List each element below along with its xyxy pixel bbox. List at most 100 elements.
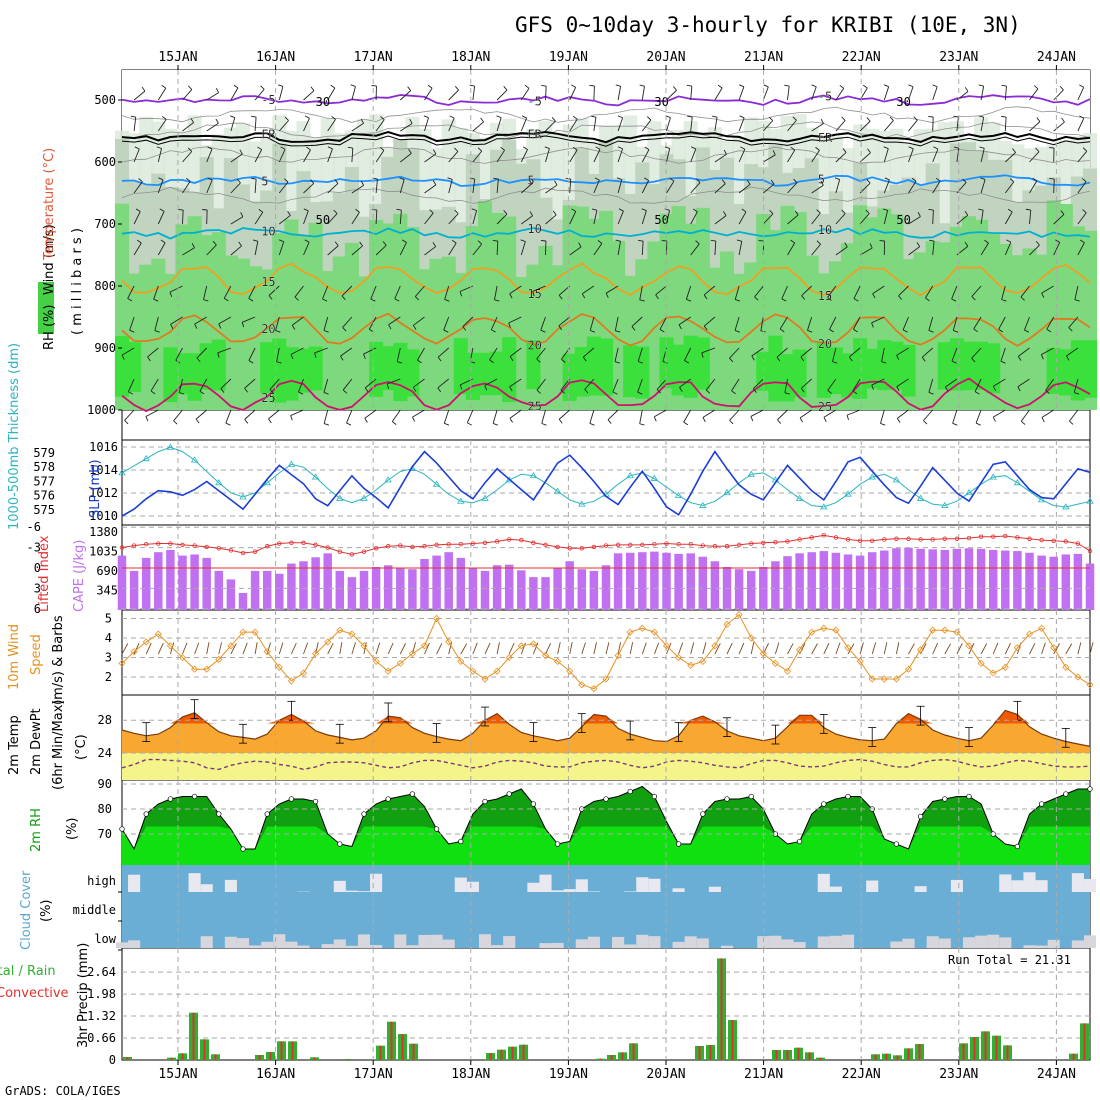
wind-barb-flag xyxy=(509,386,513,392)
wind-barb xyxy=(545,120,556,132)
wind-barb xyxy=(1029,88,1039,101)
contour-label: 20 xyxy=(527,339,541,353)
chart-title: GFS 0~10day 3-hourly for KRIBI (10E, 3N) xyxy=(515,13,1021,37)
wind-barb-flag xyxy=(695,240,700,245)
rh-point xyxy=(627,788,633,795)
wind-barb-flag xyxy=(816,240,821,245)
wind-barb xyxy=(738,241,743,256)
wind-barb xyxy=(496,240,499,256)
wind-barb-flag xyxy=(1009,178,1015,183)
wind-barb-flag xyxy=(902,329,908,333)
wind-barb-flag xyxy=(1035,241,1040,246)
cape-bar xyxy=(807,552,816,610)
wind-contour-label: 30 xyxy=(896,95,910,109)
wind-barb xyxy=(1053,121,1065,132)
wind-barb-flag xyxy=(781,298,787,302)
wind-barb-flag xyxy=(215,118,219,124)
rh-shade xyxy=(768,335,783,402)
cloud-low xyxy=(430,934,443,948)
wind10m-barb xyxy=(569,642,573,655)
thickness-point xyxy=(529,471,538,479)
wind-barb xyxy=(225,409,232,424)
contour-label: 20 xyxy=(261,322,275,336)
wind-barb-flag xyxy=(591,115,597,118)
cape-bar xyxy=(129,570,139,610)
wind10m-barb xyxy=(956,643,963,655)
rh-shade xyxy=(260,342,275,394)
wind-barb xyxy=(206,92,219,101)
wind-barb xyxy=(811,150,820,163)
wind10m-barb xyxy=(436,643,443,655)
cape-bar xyxy=(335,570,345,610)
slp-tick-label: 1016 xyxy=(89,440,118,454)
wind-barb xyxy=(883,148,889,163)
wind-barb-flag xyxy=(712,115,718,118)
wind-barb xyxy=(799,409,812,419)
wind10m-point xyxy=(989,669,997,677)
wind-barb-flag xyxy=(409,118,413,124)
wind-barb xyxy=(448,179,453,194)
wind-barb-flag xyxy=(1001,84,1007,87)
wind-barb xyxy=(980,148,985,163)
lifted-point xyxy=(676,542,681,547)
wind-barb-flag xyxy=(327,146,333,150)
wind-barb-flag xyxy=(841,209,846,214)
wind-barb xyxy=(641,240,644,256)
wind-barb-flag xyxy=(953,115,959,118)
wind-barb-flag xyxy=(844,242,848,248)
wind-barb-flag xyxy=(710,239,716,242)
wind-barb xyxy=(496,213,508,225)
wind-barb xyxy=(980,179,986,194)
rh-shade xyxy=(1034,254,1049,410)
wind-barb-flag xyxy=(240,212,244,217)
lifted-point xyxy=(736,542,742,548)
rh-point xyxy=(1087,786,1093,792)
wind-barb-flag xyxy=(346,422,352,426)
wind-barb-flag xyxy=(379,146,385,151)
rh-fill-light xyxy=(122,826,1090,865)
wind-barb-flag xyxy=(615,84,621,87)
rh-shade xyxy=(369,341,384,397)
wind-barb xyxy=(714,240,717,256)
wind-barb-flag xyxy=(590,330,596,333)
wind-barb xyxy=(1077,212,1087,225)
wind-barb xyxy=(327,119,336,132)
wind-barb xyxy=(399,242,407,256)
wind-barb-flag xyxy=(134,146,140,150)
cape-bar xyxy=(287,563,296,610)
wind-barb-flag xyxy=(330,84,336,89)
wind-barb-flag xyxy=(794,210,799,216)
thickness-point xyxy=(820,503,828,510)
wind-barb xyxy=(521,215,533,225)
date-label-bottom: 24JAN xyxy=(1037,1067,1076,1082)
wind-barb xyxy=(157,119,167,132)
wind-barb xyxy=(254,149,263,163)
wind-barb-flag xyxy=(130,115,136,118)
rh-shade xyxy=(635,346,650,399)
wind-barb-flag xyxy=(659,329,665,333)
wind-barb-flag xyxy=(974,391,980,395)
wind-barb xyxy=(303,210,309,225)
wind-barb-flag xyxy=(212,240,217,246)
thickness-point xyxy=(360,494,368,501)
cape-bar xyxy=(638,552,647,610)
cape-bar xyxy=(456,557,466,610)
wind-barb xyxy=(751,347,764,357)
wind-barb xyxy=(881,347,885,362)
cape-bar xyxy=(601,565,611,610)
rh-point xyxy=(506,791,512,797)
wind-barb-flag xyxy=(145,416,149,422)
wind-barb xyxy=(509,409,522,419)
cloud-bg xyxy=(122,865,1090,948)
wind10m-barb xyxy=(774,642,780,655)
wind-barb-flag xyxy=(396,208,402,211)
wind-barb xyxy=(932,148,939,163)
wind10m-point xyxy=(941,626,949,634)
wind-barb-flag xyxy=(867,148,871,153)
wind-barb-flag xyxy=(294,296,299,301)
wind10m-point xyxy=(747,634,755,642)
wind-barb-flag xyxy=(218,323,222,329)
